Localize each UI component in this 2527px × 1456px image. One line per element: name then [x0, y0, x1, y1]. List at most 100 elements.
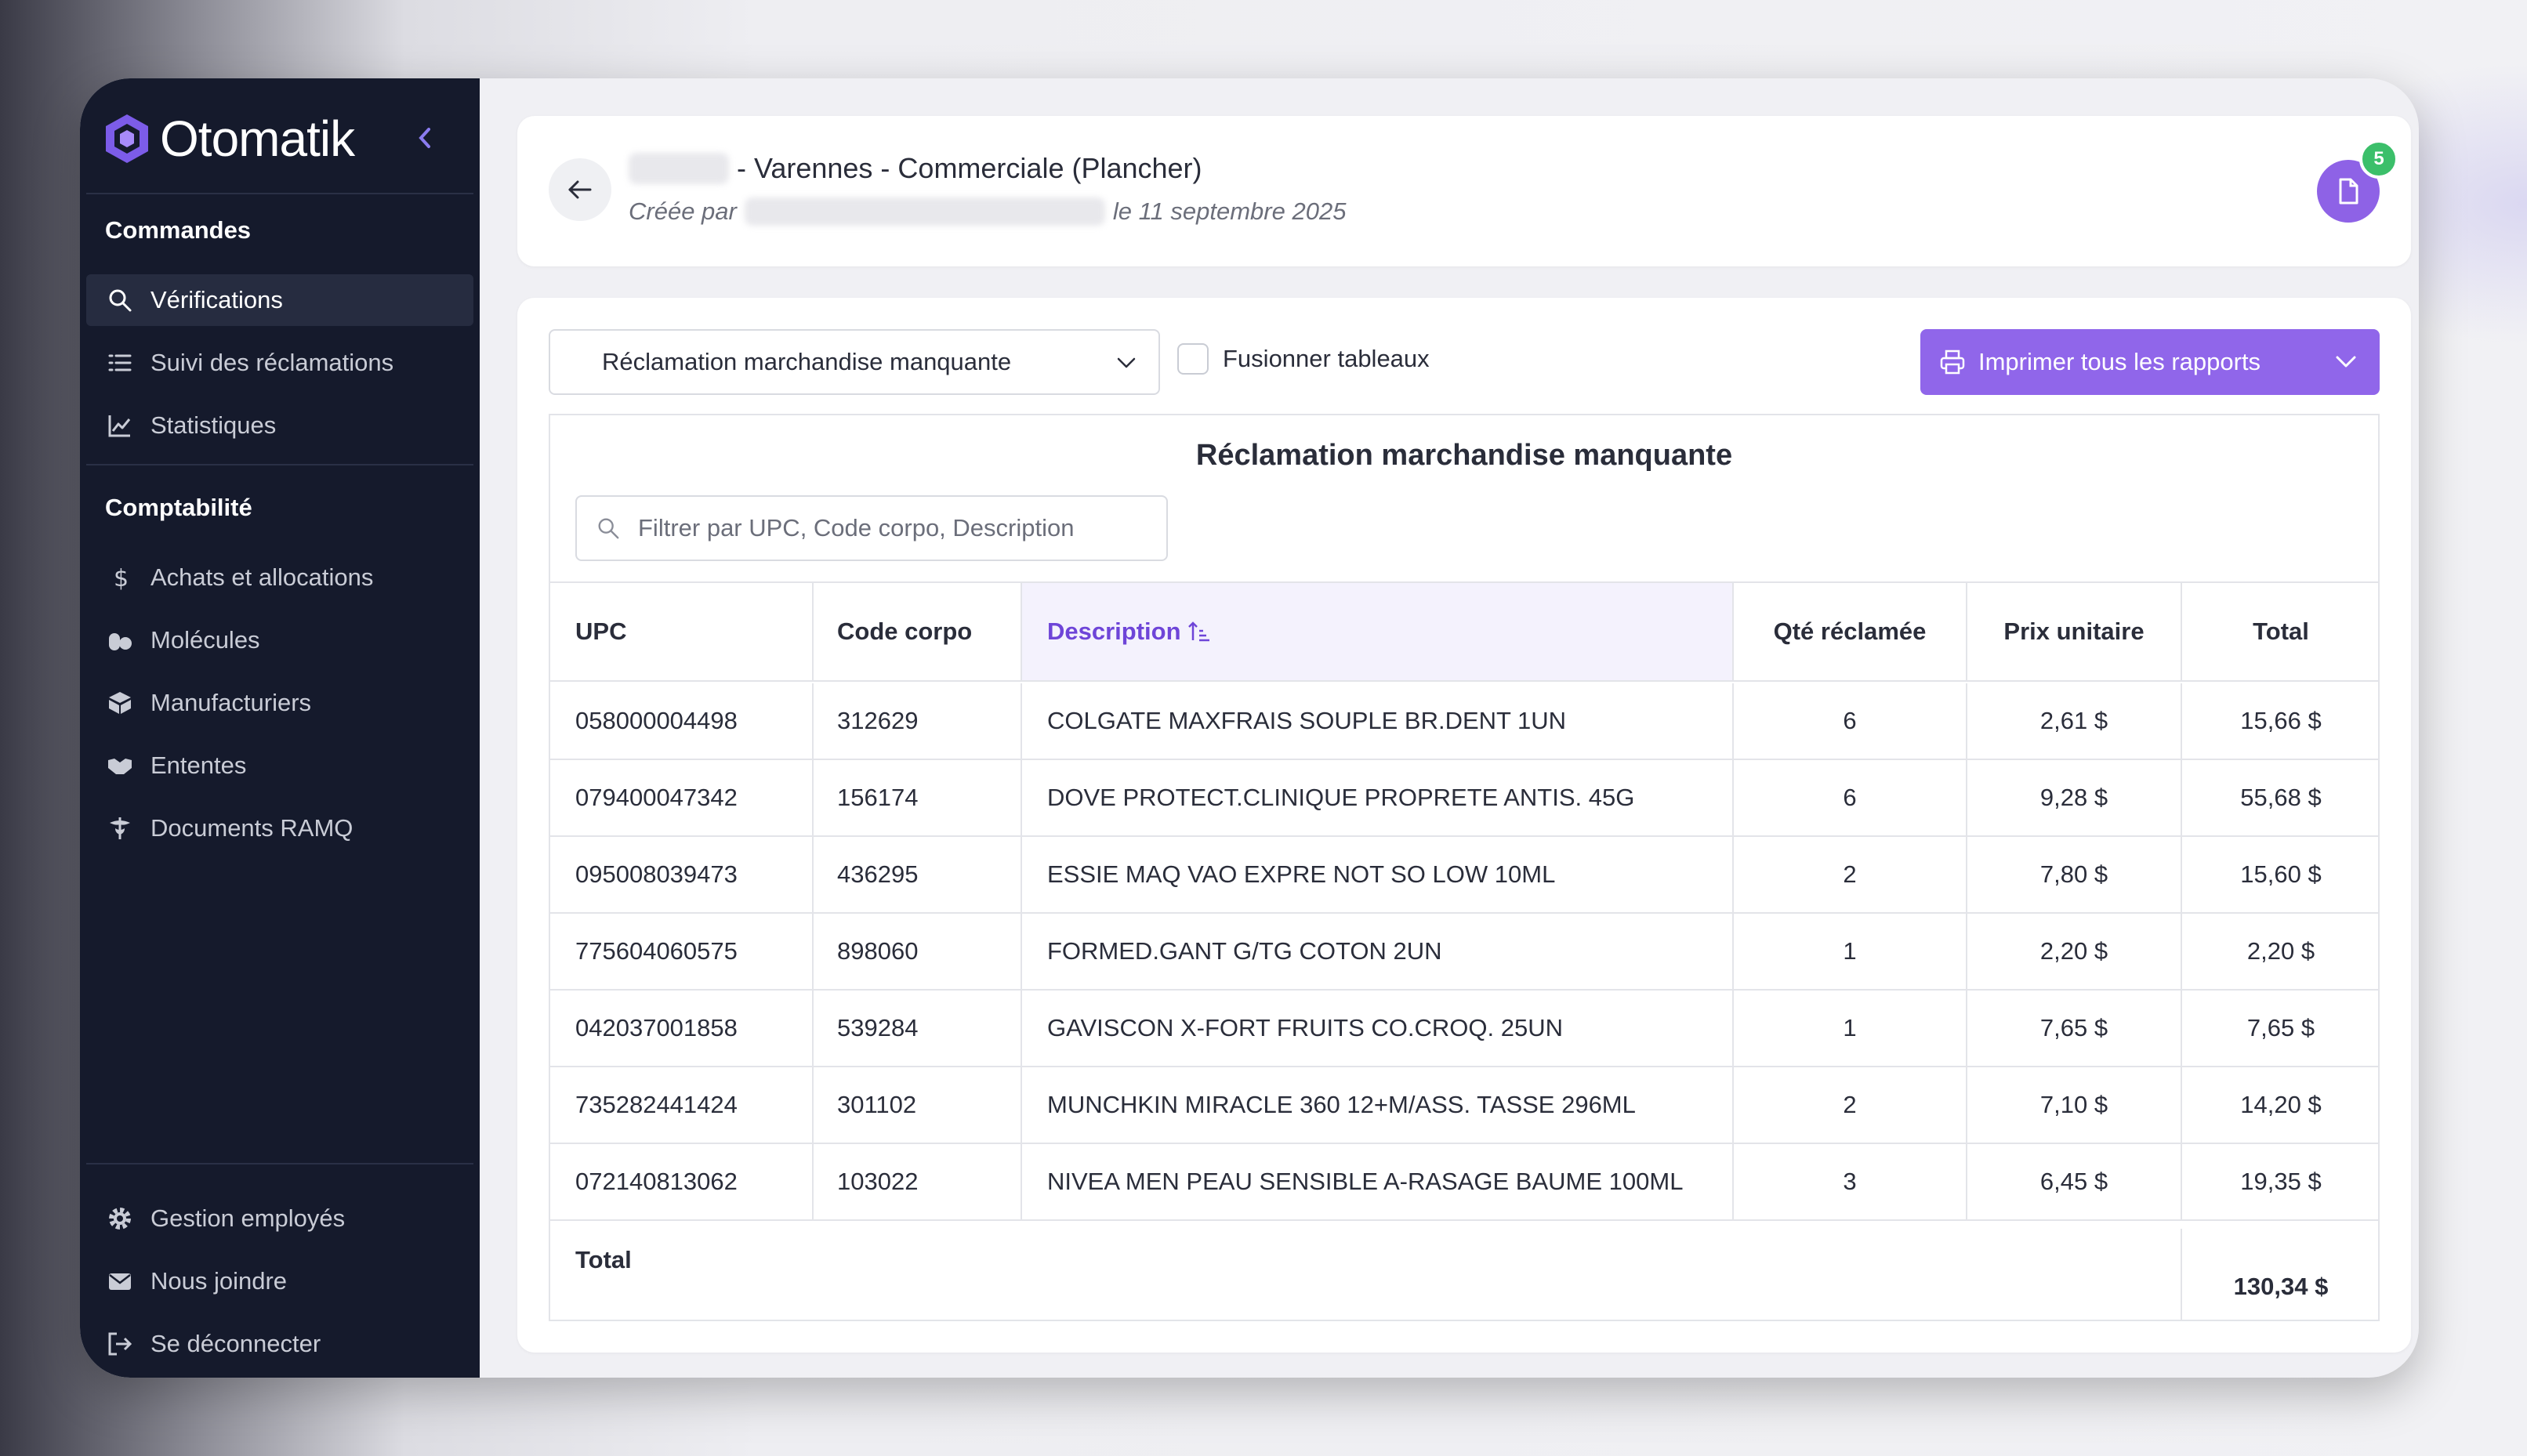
- sidebar-item-label: Achats et allocations: [150, 563, 374, 591]
- print-all-reports-button[interactable]: Imprimer tous les rapports: [1920, 329, 2380, 395]
- redacted-name: [629, 153, 729, 184]
- column-header-upc[interactable]: UPC: [575, 618, 627, 645]
- documents-count-badge: 5: [2359, 139, 2398, 179]
- sidebar-divider: [86, 1163, 473, 1164]
- sidebar-item-label: Suivi des réclamations: [150, 349, 394, 376]
- created-date: le 11 septembre 2025: [1112, 197, 1347, 225]
- cell-code-corpo: 156174: [837, 784, 919, 811]
- cell-upc: 095008039473: [575, 860, 738, 888]
- cell-description: MUNCHKIN MIRACLE 360 12+M/ASS. TASSE 296…: [1047, 1091, 1636, 1118]
- table-total-row: Total 130,34 $: [550, 1229, 2378, 1321]
- sidebar-item-label: Molécules: [150, 626, 260, 654]
- cell-prix: 2,61 $: [2039, 707, 2108, 734]
- cell-description: NIVEA MEN PEAU SENSIBLE A-RASAGE BAUME 1…: [1047, 1168, 1684, 1195]
- collapse-sidebar-button[interactable]: [409, 116, 441, 160]
- table-row: 058000004498 312629 COLGATE MAXFRAIS SOUPL…: [550, 683, 2378, 760]
- total-value: 130,34 $: [2233, 1273, 2329, 1300]
- brand-logo[interactable]: Otomatik: [103, 110, 355, 168]
- chevron-down-icon: [1117, 357, 1136, 368]
- sidebar-item-label: Nous joindre: [150, 1267, 288, 1295]
- cell-prix: 7,80 $: [2039, 860, 2108, 888]
- print-all-label: Imprimer tous les rapports: [1978, 348, 2261, 375]
- column-header-description-label: Description: [1047, 618, 1181, 645]
- sidebar: Otomatik Commandes Vérifications Suivi d…: [80, 78, 480, 1378]
- otomatik-logo-icon: [106, 114, 148, 163]
- column-header-description[interactable]: Description: [1022, 583, 1732, 680]
- cell-qte: 3: [1843, 1168, 1857, 1195]
- cell-prix: 7,65 $: [2039, 1014, 2108, 1041]
- sidebar-item-se-deconnecter[interactable]: Se déconnecter: [86, 1318, 473, 1370]
- cell-total: 15,60 $: [2240, 860, 2322, 888]
- envelope-icon: [109, 1273, 131, 1290]
- chevron-left-icon: [419, 128, 430, 148]
- cell-qte: 1: [1843, 1014, 1857, 1041]
- report-card: Réclamation marchandise manquante Fusion…: [517, 298, 2411, 1353]
- cell-qte: 2: [1843, 1091, 1857, 1118]
- table-row: 095008039473 436295 ESSIE MAQ VAO EXPRE NO…: [550, 837, 2378, 914]
- search-icon: [598, 518, 619, 539]
- cell-prix: 7,10 $: [2039, 1091, 2108, 1118]
- merge-tables-label: Fusionner tableaux: [1223, 345, 1430, 372]
- cell-upc: 775604060575: [575, 937, 738, 965]
- dollar-icon: $: [114, 565, 129, 591]
- report-type-select[interactable]: Réclamation marchandise manquante: [549, 329, 1160, 395]
- cell-total: 7,65 $: [2246, 1014, 2315, 1041]
- cell-prix: 6,45 $: [2039, 1168, 2108, 1195]
- sidebar-item-nous-joindre[interactable]: Nous joindre: [86, 1255, 473, 1307]
- filter-placeholder: Filtrer par UPC, Code corpo, Description: [638, 514, 1075, 541]
- column-header-prix-unitaire[interactable]: Prix unitaire: [2003, 618, 2145, 645]
- column-header-qte-reclamee[interactable]: Qté réclamée: [1773, 618, 1927, 645]
- cell-code-corpo: 436295: [837, 860, 919, 888]
- sidebar-item-label: Ententes: [150, 752, 247, 779]
- back-button[interactable]: [549, 158, 611, 221]
- cell-prix: 2,20 $: [2039, 937, 2108, 965]
- sidebar-item-label: Documents RAMQ: [150, 814, 353, 842]
- table-header-row: UPC Code corpo Description Qté réclamée …: [550, 581, 2378, 682]
- merge-tables-option[interactable]: Fusionner tableaux: [1177, 343, 1430, 375]
- cell-qte: 2: [1843, 860, 1857, 888]
- file-icon: [2339, 178, 2358, 205]
- arrow-left-icon: [568, 180, 592, 199]
- redacted-email: [744, 197, 1105, 226]
- cell-prix: 9,28 $: [2039, 784, 2108, 811]
- sidebar-item-manufacturiers[interactable]: Manufacturiers: [86, 677, 473, 729]
- cell-upc: 735282441424: [575, 1091, 738, 1118]
- sidebar-item-molecules[interactable]: Molécules: [86, 614, 473, 666]
- column-header-total[interactable]: Total: [2253, 618, 2309, 645]
- chart-icon: [108, 415, 131, 437]
- sidebar-item-suivi-reclamations[interactable]: Suivi des réclamations: [86, 337, 473, 389]
- svg-text:$: $: [114, 565, 129, 591]
- table-title: Réclamation marchandise manquante: [1195, 439, 1733, 472]
- sidebar-item-ententes[interactable]: Ententes: [86, 740, 473, 791]
- table-filter-input[interactable]: Filtrer par UPC, Code corpo, Description: [575, 495, 1168, 561]
- sidebar-item-statistiques[interactable]: Statistiques: [86, 400, 473, 451]
- logout-icon: [108, 1332, 132, 1356]
- sort-ascending-icon: [1187, 621, 1209, 642]
- table-row: 735282441424 301102 MUNCHKIN MIRACLE 360 1…: [550, 1067, 2378, 1144]
- order-title-text: - Varennes - Commerciale (Plancher): [737, 152, 1202, 184]
- cell-description: FORMED.GANT G/TG COTON 2UN: [1047, 937, 1442, 965]
- sidebar-item-label: Manufacturiers: [150, 689, 312, 716]
- order-header-card: - Varennes - Commerciale (Plancher) Créé…: [517, 116, 2411, 266]
- created-by-label: Créée par: [629, 197, 737, 225]
- cell-upc: 042037001858: [575, 1014, 738, 1041]
- cell-code-corpo: 103022: [837, 1168, 919, 1195]
- sidebar-divider: [86, 464, 473, 465]
- sidebar-item-documents-ramq[interactable]: Documents RAMQ: [86, 802, 473, 854]
- brand-name: Otomatik: [160, 110, 355, 167]
- sidebar-item-achats[interactable]: $ Achats et allocations: [86, 552, 473, 603]
- merge-tables-checkbox[interactable]: [1177, 343, 1209, 375]
- sidebar-item-verifications[interactable]: Vérifications: [86, 274, 473, 326]
- sidebar-divider: [86, 193, 473, 194]
- order-subtitle: Créée par le 11 septembre 2025: [629, 197, 1346, 226]
- cell-upc: 079400047342: [575, 784, 738, 811]
- sidebar-item-label: Statistiques: [150, 411, 277, 439]
- table-row: 042037001858 539284 GAVISCON X-FORT FRUITS…: [550, 991, 2378, 1067]
- sidebar-item-gestion-employes[interactable]: Gestion employés: [86, 1193, 473, 1244]
- column-header-code-corpo[interactable]: Code corpo: [837, 618, 973, 645]
- cell-total: 19,35 $: [2240, 1168, 2322, 1195]
- chevron-down-icon[interactable]: [2333, 348, 2359, 375]
- cell-code-corpo: 312629: [837, 707, 919, 734]
- cell-code-corpo: 539284: [837, 1014, 919, 1041]
- cell-total: 2,20 $: [2246, 937, 2315, 965]
